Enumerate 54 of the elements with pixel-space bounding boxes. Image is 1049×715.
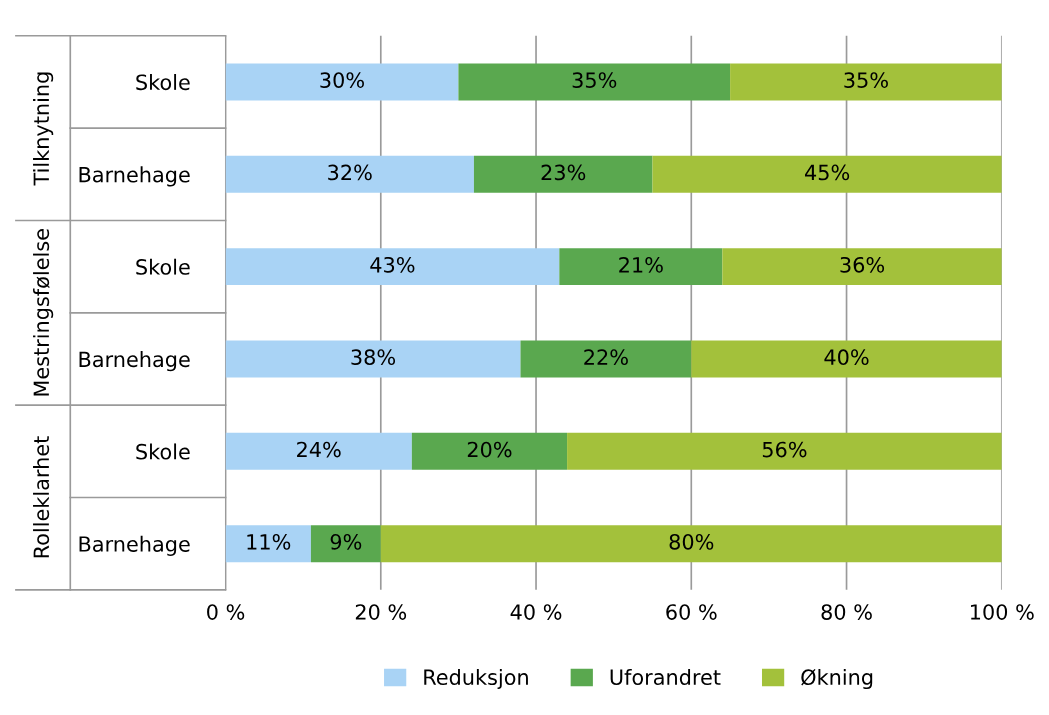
bar <box>722 248 1002 286</box>
bar <box>225 525 311 563</box>
x-tick-label: 100 % <box>970 604 1034 620</box>
bar <box>310 525 381 563</box>
data-label: 22% <box>584 349 628 366</box>
x-tick-label: 80 % <box>821 604 872 620</box>
y-tick-label: Barnehage <box>79 351 190 372</box>
bar <box>225 155 474 193</box>
x-tick-label: 40 % <box>510 604 562 620</box>
data-label: 40% <box>824 349 869 366</box>
y-tick-label: Barnehage <box>79 535 190 556</box>
y-tick-label: Skole <box>136 258 190 275</box>
bar <box>559 248 723 286</box>
data-label: 32% <box>328 164 372 181</box>
bar <box>691 340 1002 378</box>
data-label: 56% <box>762 441 807 458</box>
data-label: 11% <box>247 533 291 550</box>
data-label: 9% <box>330 533 362 550</box>
legend-label: Økning <box>801 668 873 690</box>
bar <box>520 340 692 378</box>
bar <box>567 432 1002 470</box>
y-tick-label: Skole <box>136 74 190 91</box>
bar <box>473 155 653 193</box>
data-label: 21% <box>619 256 663 273</box>
bar <box>380 525 1002 563</box>
y-tick-label: Barnehage <box>79 166 190 187</box>
data-label: 23% <box>541 164 586 181</box>
x-tick-label: 60 % <box>666 604 717 620</box>
legend-label: Reduksjon <box>424 668 528 690</box>
data-label: 38% <box>351 349 396 366</box>
data-label: 80% <box>669 533 714 550</box>
bar <box>411 432 568 470</box>
y-tick-label: Skole <box>136 443 190 460</box>
data-label: 20% <box>467 441 512 458</box>
data-label: 36% <box>840 256 885 273</box>
data-label: 43% <box>370 256 415 273</box>
bar <box>652 155 1002 193</box>
x-tick-label: 0 % <box>207 604 245 620</box>
data-label: 45% <box>805 164 850 181</box>
text: Tilknytning <box>33 72 54 186</box>
data-label: 35% <box>572 72 617 88</box>
x-tick-label: 20 % <box>355 604 407 620</box>
text: Mestringsfølelse <box>33 229 54 396</box>
bar <box>225 340 521 378</box>
bar <box>225 248 560 286</box>
legend-label: Uforandret <box>610 668 721 686</box>
text: Rolleklarhet <box>33 436 50 558</box>
bar <box>730 63 1002 101</box>
bar <box>458 63 731 101</box>
bar <box>225 432 412 470</box>
bar <box>225 63 459 101</box>
data-label: 24% <box>297 441 341 458</box>
data-label: 30% <box>320 72 364 88</box>
data-label: 35% <box>844 72 888 88</box>
